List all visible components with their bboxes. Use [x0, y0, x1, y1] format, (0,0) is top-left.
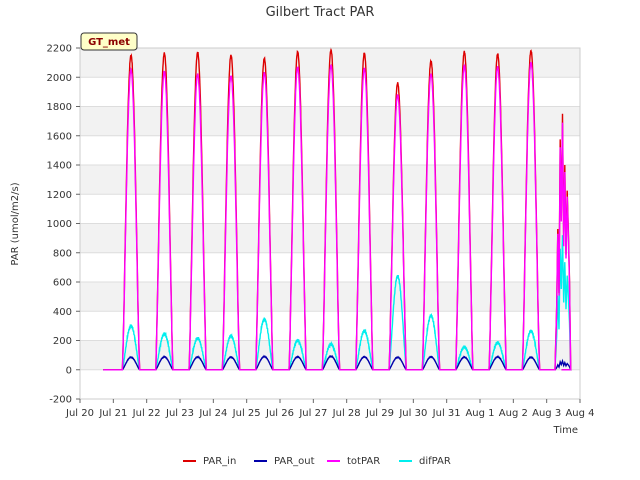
series-line-totpar — [103, 61, 572, 371]
badge-box — [80, 32, 138, 51]
x-tick-label: Jul 24 — [198, 408, 227, 419]
x-tick-label: Jul 27 — [298, 408, 327, 419]
y-tick-label: 400 — [53, 307, 72, 318]
x-tick-label: Jul 28 — [332, 408, 361, 419]
grid-band — [80, 165, 580, 195]
x-tick-label: Aug 2 — [499, 408, 528, 419]
x-tick-label: Aug 4 — [565, 408, 594, 419]
x-tick-label: Jul 26 — [265, 408, 294, 419]
x-tick-label: Jul 20 — [65, 408, 94, 419]
grid-band — [80, 223, 580, 253]
y-tick-label: 800 — [53, 248, 72, 259]
y-tick-label: -200 — [49, 395, 72, 406]
y-tick-label: 1200 — [47, 190, 72, 201]
x-tick-label: Aug 1 — [465, 408, 494, 419]
legend: PAR_in PAR_out totPAR difPAR — [183, 456, 451, 467]
x-tick-label: Jul 22 — [132, 408, 161, 419]
x-tick-label: Jul 29 — [365, 408, 394, 419]
gt-met-badge: GT_met — [80, 32, 138, 51]
legend-label-par-in: PAR_in — [203, 456, 236, 467]
y-tick-label: 600 — [53, 278, 72, 289]
y-tick-label: 2000 — [47, 73, 72, 84]
y-tick-label: 1600 — [47, 131, 72, 142]
chart-title: Gilbert Tract PAR — [266, 5, 375, 20]
legend-label-totpar: totPAR — [347, 456, 380, 467]
badge-label: GT_met — [88, 37, 130, 48]
legend-label-par-out: PAR_out — [274, 456, 315, 467]
grid-band — [80, 106, 580, 136]
y-tick-label: 1800 — [47, 102, 72, 113]
x-axis-label: Time — [553, 425, 578, 436]
x-tick-label: Aug 3 — [532, 408, 561, 419]
y-tick-label: 1400 — [47, 161, 72, 172]
x-tick-label: Jul 31 — [432, 408, 461, 419]
y-axis-label: PAR (umol/m2/s) — [10, 182, 21, 265]
x-tick-label: Jul 30 — [398, 408, 427, 419]
grid-band — [80, 282, 580, 312]
x-tick-label: Jul 21 — [98, 408, 127, 419]
legend-label-difpar: difPAR — [419, 456, 451, 467]
y-tick-label: 1000 — [47, 219, 72, 230]
x-tick-label: Jul 23 — [165, 408, 194, 419]
x-tick-label: Jul 25 — [232, 408, 261, 419]
y-tick-label: 0 — [66, 365, 72, 376]
y-tick-label: 200 — [53, 336, 72, 347]
y-tick-label: 2200 — [47, 44, 72, 55]
